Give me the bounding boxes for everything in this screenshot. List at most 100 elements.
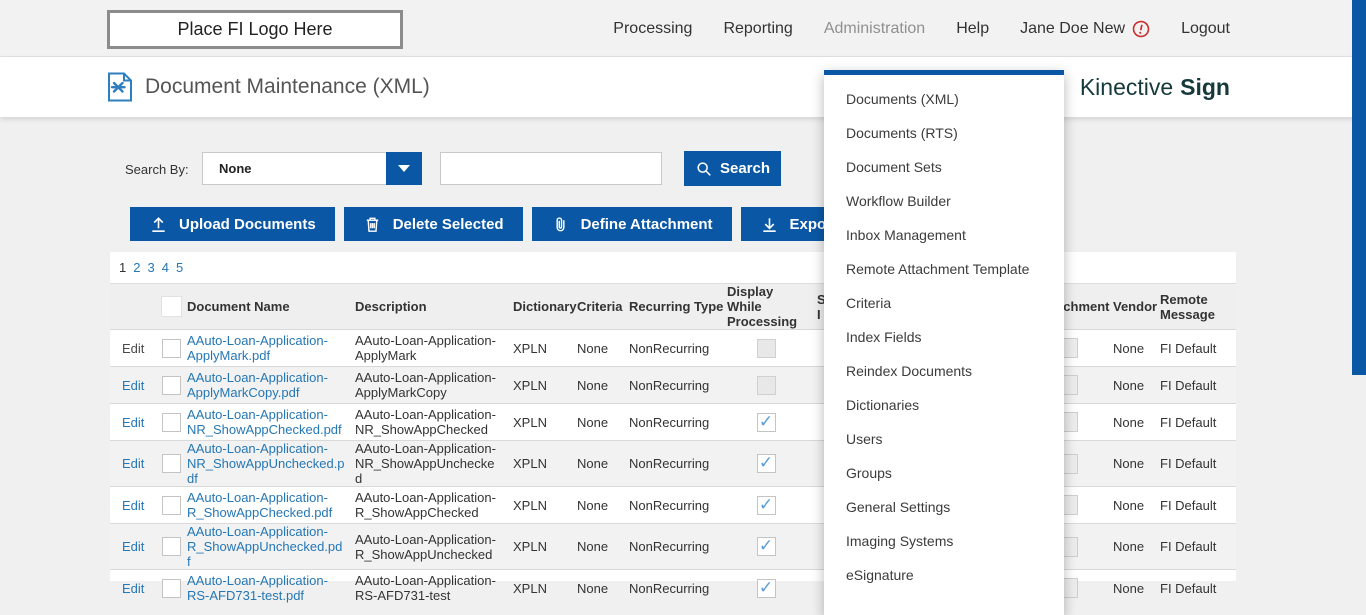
criteria-cell: None	[577, 539, 609, 554]
delete-selected-label: Delete Selected	[392, 215, 504, 233]
edit-link[interactable]: Edit	[122, 456, 145, 471]
vendor-cell: None	[1113, 340, 1145, 356]
nav-processing[interactable]: Processing	[613, 19, 693, 37]
description-cell: AAuto-Loan-Application-NR_ShowAppChecked	[355, 407, 496, 437]
page-link-5[interactable]: 5	[175, 260, 184, 275]
row-checkbox[interactable]	[161, 454, 181, 473]
menu-item-inbox-management[interactable]: Inbox Management	[846, 227, 966, 243]
document-name-link[interactable]: AAuto-Loan-Application-NR_ShowAppChecked…	[187, 407, 342, 437]
trash-icon	[363, 215, 382, 234]
scrollbar-thumb[interactable]	[1352, 0, 1366, 375]
page-link-2[interactable]: 2	[133, 260, 141, 275]
menu-item-document-sets[interactable]: Document Sets	[846, 159, 942, 175]
table-row: Edit AAuto-Loan-Application-R_ShowAppUnch…	[110, 523, 1236, 570]
menu-item-esignature[interactable]: eSignature	[846, 567, 914, 583]
select-caret-button[interactable]	[386, 152, 422, 185]
select-cell	[155, 441, 187, 487]
table-body: Edit AAuto-Loan-Application-ApplyMark.pdf…	[110, 329, 1236, 607]
description-cell: AAuto-Loan-Application-RS-AFD731-test	[355, 573, 496, 604]
define-attachment-label: Define Attachment	[580, 215, 713, 233]
dictionary-cell: XPLN	[513, 497, 547, 513]
row-checkbox[interactable]	[161, 495, 181, 515]
menu-item-imaging-systems[interactable]: Imaging Systems	[846, 533, 954, 549]
page-title: Document Maintenance (XML)	[145, 75, 430, 98]
edit-link[interactable]: Edit	[122, 414, 145, 430]
document-name-cell: AAuto-Loan-Application-R_ShowAppChecked.…	[187, 487, 355, 524]
checked-checkbox: ✓	[756, 578, 776, 598]
top-nav: Processing Reporting Administration Help Jan…	[613, 0, 1230, 57]
upload-documents-button[interactable]: Upload Documents	[130, 207, 335, 241]
alert-icon	[1132, 20, 1150, 38]
menu-item-documents-rts[interactable]: Documents (RTS)	[846, 125, 958, 141]
select-all-checkbox[interactable]	[160, 296, 182, 317]
define-attachment-button[interactable]: Define Attachment	[531, 207, 732, 241]
upload-documents-label: Upload Documents	[179, 215, 316, 233]
menu-item-groups[interactable]: Groups	[846, 465, 892, 481]
dictionary-cell: XPLN	[513, 340, 547, 356]
edit-link[interactable]: Edit	[122, 377, 145, 393]
menu-item-reindex-documents[interactable]: Reindex Documents	[846, 363, 973, 379]
column-select-all	[155, 284, 187, 330]
column-description: Description	[355, 284, 513, 330]
column-display-while-processing: Display While Processing	[727, 284, 805, 330]
menu-item-dictionaries[interactable]: Dictionaries	[846, 397, 920, 413]
edit-link[interactable]: Edit	[122, 580, 145, 596]
top-bar: Place FI Logo Here Processing Reporting Ad…	[0, 0, 1366, 57]
document-name-link[interactable]: AAuto-Loan-Application-ApplyMarkCopy.pdf	[187, 370, 328, 400]
vendor-cell: None	[1113, 497, 1145, 513]
row-checkbox[interactable]	[161, 338, 181, 358]
edit-link[interactable]: Edit	[122, 539, 145, 554]
select-cell	[155, 524, 187, 570]
select-cell	[155, 570, 187, 607]
nav-administration[interactable]: Administration	[823, 19, 926, 37]
document-name-link[interactable]: AAuto-Loan-Application-NR_ShowAppUncheck…	[187, 441, 345, 486]
display-while-processing-cell: ✓	[727, 441, 805, 487]
row-checkbox[interactable]	[161, 375, 181, 395]
table-row: Edit AAuto-Loan-Application-RS-AFD731-tes…	[110, 569, 1236, 607]
page-link-3[interactable]: 3	[147, 260, 155, 275]
vendor-cell: None	[1113, 414, 1145, 430]
select-cell	[155, 487, 187, 524]
recurring-type-cell: NonRecurring	[629, 340, 710, 356]
row-checkbox[interactable]	[161, 412, 181, 432]
row-checkbox[interactable]	[161, 578, 181, 598]
nav-reporting[interactable]: Reporting	[723, 19, 793, 37]
page-link-4[interactable]: 4	[161, 260, 169, 275]
menu-item-users[interactable]: Users	[846, 431, 883, 447]
column-criteria: Criteria	[577, 284, 629, 330]
search-input[interactable]	[440, 152, 662, 185]
search-button[interactable]: Search	[684, 151, 781, 186]
menu-item-criteria[interactable]: Criteria	[846, 295, 892, 311]
row-checkbox[interactable]	[161, 537, 181, 556]
menu-item-index-fields[interactable]: Index Fields	[846, 329, 922, 345]
remote-message-cell: FI Default	[1160, 456, 1217, 471]
document-name-link[interactable]: AAuto-Loan-Application-ApplyMark.pdf	[187, 333, 328, 363]
search-by-select[interactable]: None	[202, 152, 422, 185]
document-name-cell: AAuto-Loan-Application-R_ShowAppUnchecke…	[187, 524, 355, 570]
menu-item-remote-attachment-template[interactable]: Remote Attachment Template	[846, 261, 1030, 277]
edit-link[interactable]: Edit	[122, 497, 145, 513]
document-name-link[interactable]: AAuto-Loan-Application-R_ShowAppUnchecke…	[187, 524, 343, 569]
checked-checkbox: ✓	[756, 495, 776, 515]
remote-message-cell: FI Default	[1160, 377, 1217, 393]
remote-message-cell: FI Default	[1160, 497, 1217, 513]
menu-item-workflow-builder[interactable]: Workflow Builder	[846, 193, 951, 209]
remote-message-cell: FI Default	[1160, 580, 1217, 596]
display-while-processing-cell: ✓	[727, 524, 805, 570]
xml-document-icon	[107, 72, 133, 102]
document-name-link[interactable]: AAuto-Loan-Application-R_ShowAppChecked.…	[187, 490, 333, 520]
nav-logout[interactable]: Logout	[1181, 19, 1230, 37]
fi-logo-placeholder: Place FI Logo Here	[107, 10, 403, 49]
page-link-1[interactable]: 1	[119, 260, 127, 275]
menu-item-documents-xml[interactable]: Documents (XML)	[846, 91, 959, 107]
edit-link[interactable]: Edit	[122, 340, 145, 356]
document-name-link[interactable]: AAuto-Loan-Application-RS-AFD731-test.pd…	[187, 573, 328, 604]
description-cell: AAuto-Loan-Application-R_ShowAppUnchecke…	[355, 531, 496, 562]
dictionary-cell: XPLN	[513, 539, 547, 554]
nav-help[interactable]: Help	[956, 19, 990, 37]
edit-cell: Edit	[110, 487, 155, 524]
delete-selected-button[interactable]: Delete Selected	[343, 207, 523, 241]
menu-item-general-settings[interactable]: General Settings	[846, 499, 951, 515]
nav-jane-doe-new[interactable]: Jane Doe New	[1020, 20, 1150, 38]
